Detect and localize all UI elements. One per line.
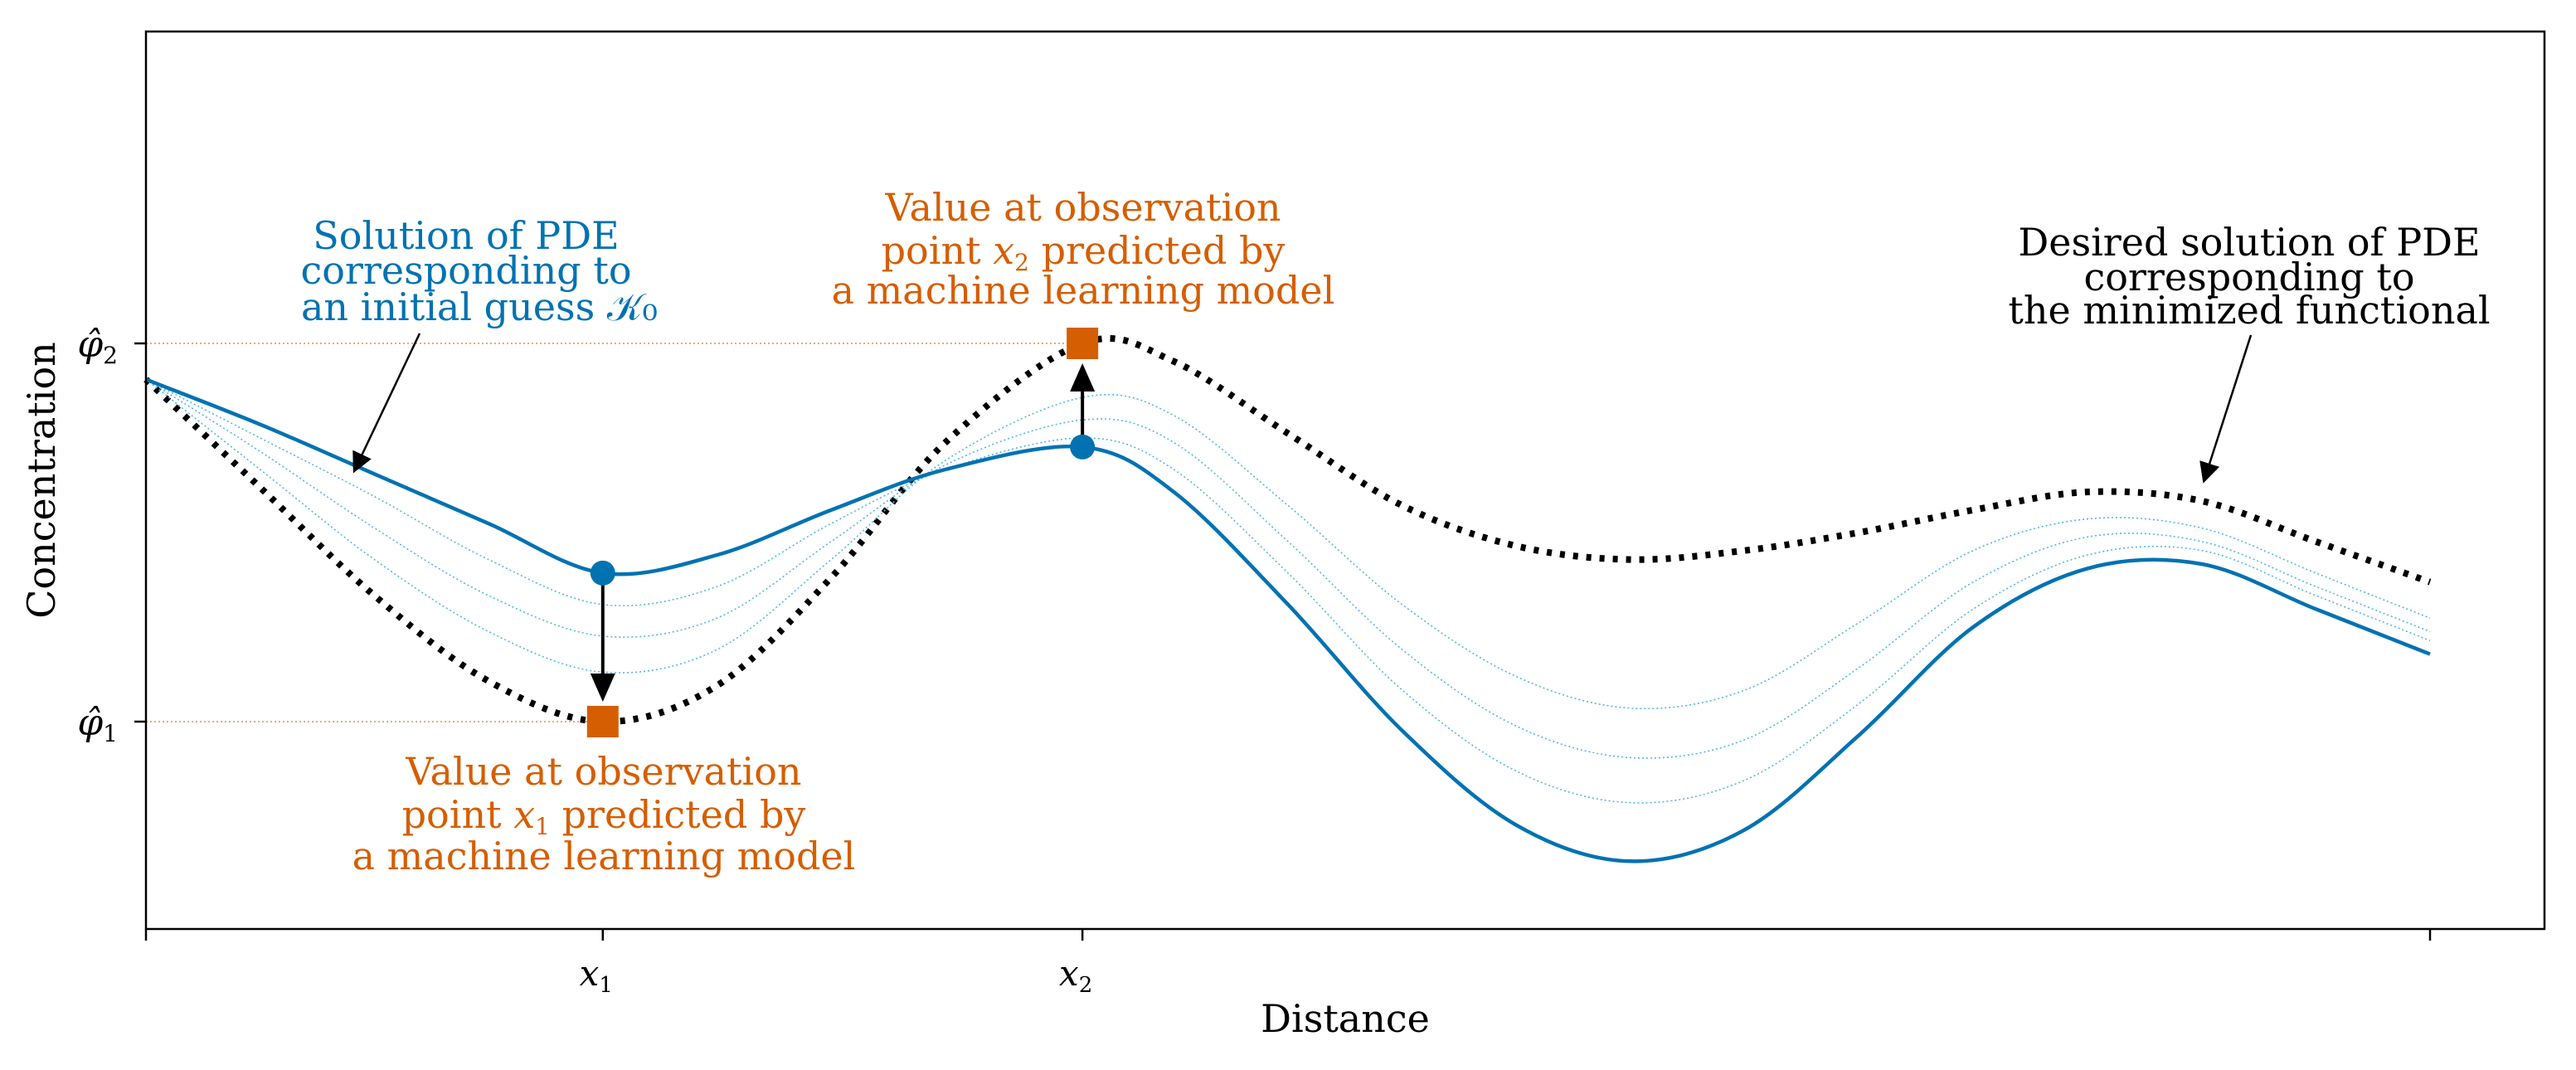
y-axis-label: Concentration [19, 342, 64, 619]
annotation-initial-guess-line-2: corresponding to [300, 248, 631, 293]
annotation-obs2-line-1: Value at observation [884, 185, 1281, 230]
annotation-obs2-line-3: a machine learning model [832, 268, 1335, 313]
annotation-obs1-line-2: point x1 predicted by [402, 792, 806, 840]
x-tick-label-2: x1 [580, 953, 613, 998]
initial-value-dot-2 [1070, 434, 1096, 460]
series-line-1 [143, 334, 2432, 726]
observation-arrowhead-2 [1070, 363, 1096, 392]
series-group [143, 334, 2432, 863]
ticks-group: x1 x2 φ̂1 φ̂2 [77, 323, 2432, 998]
reference-lines [146, 343, 1083, 722]
predicted-value-square-1 [586, 706, 619, 737]
y-tick-label-1: φ̂1 [77, 702, 118, 747]
annotation-initial-guess-line-1: Solution of PDE [313, 213, 619, 258]
annotation-obs1-line-3: a machine learning model [352, 834, 856, 878]
observations-group [586, 328, 1099, 737]
series-line-3 [145, 378, 2431, 759]
annotation-initial-guess: Solution of PDE corresponding to an init… [300, 213, 658, 474]
annotation-desired-line-3: the minimized functional [2008, 288, 2490, 333]
y-tick-label-2: φ̂2 [77, 323, 118, 369]
x-axis-label: Distance [1261, 996, 1430, 1041]
plot-frame [144, 30, 2546, 931]
series-line-2 [145, 378, 2431, 710]
annotation-obs2-line-2: point x2 predicted by [882, 228, 1286, 276]
annotation-desired-line-2: corresponding to [2083, 255, 2414, 299]
annotation-initial-guess-arrow [352, 333, 421, 474]
initial-value-dot-1 [590, 560, 615, 586]
annotation-initial-guess-line-3: an initial guess 𝒦₀ [301, 285, 658, 329]
annotation-obs1-line-1: Value at observation [405, 749, 801, 794]
annotation-desired-line-1: Desired solution of PDE [2018, 220, 2480, 265]
series-line-4 [145, 378, 2431, 804]
series-line-5 [145, 377, 2431, 863]
annotation-desired-solution: Desired solution of PDE corresponding to… [2008, 220, 2491, 484]
annotation-observation-1: Value at observation point x1 predicted … [352, 749, 856, 878]
predicted-value-square-2 [1067, 328, 1099, 359]
x-tick-label-3: x2 [1059, 953, 1092, 998]
annotation-desired-arrow [2199, 334, 2253, 484]
observation-arrowhead-1 [590, 674, 615, 702]
annotation-observation-2: Value at observation point x2 predicted … [832, 185, 1335, 313]
